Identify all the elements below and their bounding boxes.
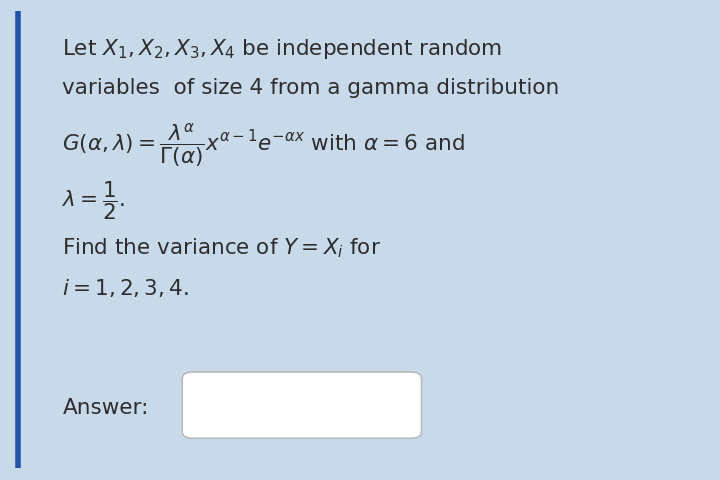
- Text: variables  of size 4 from a gamma distribution: variables of size 4 from a gamma distrib…: [63, 78, 559, 98]
- Text: Let $X_1, X_2, X_3, X_4$ be independent random: Let $X_1, X_2, X_3, X_4$ be independent …: [63, 37, 503, 61]
- Text: $G(\alpha, \lambda) = \dfrac{\lambda^{\alpha}}{\Gamma(\alpha)} x^{\alpha-1} e^{-: $G(\alpha, \lambda) = \dfrac{\lambda^{\a…: [63, 121, 465, 169]
- FancyBboxPatch shape: [182, 372, 422, 438]
- Text: $i = 1, 2, 3, 4.$: $i = 1, 2, 3, 4.$: [63, 276, 189, 299]
- Text: Answer:: Answer:: [63, 397, 149, 417]
- Text: $\lambda = \dfrac{1}{2}.$: $\lambda = \dfrac{1}{2}.$: [63, 179, 125, 221]
- Text: Find the variance of $Y = X_i$ for: Find the variance of $Y = X_i$ for: [63, 236, 382, 259]
